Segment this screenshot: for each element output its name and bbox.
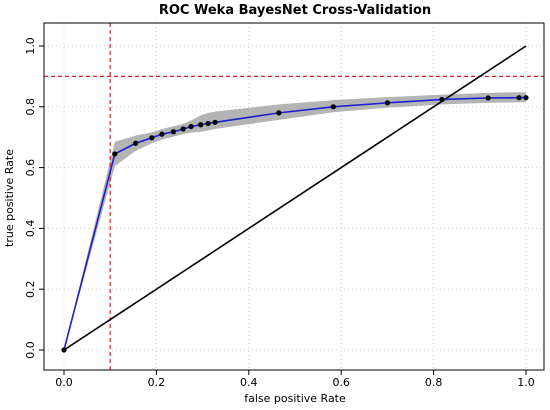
roc-point xyxy=(276,110,282,116)
y-tick-label: 0.4 xyxy=(24,220,37,238)
y-tick-label: 0.8 xyxy=(24,98,37,116)
reference-lines xyxy=(44,23,544,370)
roc-point xyxy=(205,120,211,127)
series-lines xyxy=(63,45,527,351)
roc-point xyxy=(170,129,177,135)
y-tick-label: 0.6 xyxy=(24,159,37,177)
roc-point xyxy=(198,122,204,128)
confidence-band xyxy=(64,92,526,350)
roc-point xyxy=(180,126,186,132)
x-axis-label: false positive Rate xyxy=(244,392,346,405)
x-tick-label: 0.8 xyxy=(425,376,443,389)
roc-point xyxy=(439,96,445,103)
roc-point xyxy=(133,140,139,146)
roc-point xyxy=(523,95,529,101)
roc-point xyxy=(188,123,194,130)
roc-point xyxy=(149,135,155,141)
roc-point xyxy=(112,151,118,157)
roc-point xyxy=(159,131,165,137)
y-tick-label: 0.2 xyxy=(24,280,37,298)
roc-point xyxy=(485,95,491,101)
x-tick-label: 0.6 xyxy=(332,376,350,389)
x-tick-label: 0.2 xyxy=(148,376,166,389)
roc-points xyxy=(61,95,529,353)
y-axis-label: true positive Rate xyxy=(3,149,16,247)
roc-point xyxy=(330,104,336,110)
x-tick-label: 0.0 xyxy=(55,376,73,389)
diagonal-line xyxy=(63,45,527,351)
plot-frame xyxy=(43,22,545,371)
x-tick-label: 0.4 xyxy=(240,376,258,389)
roc-point xyxy=(61,347,67,353)
grid xyxy=(44,23,544,370)
y-tick-label: 1.0 xyxy=(24,37,37,55)
chart-title: ROC Weka BayesNet Cross-Validation xyxy=(159,3,431,18)
roc-point xyxy=(212,119,218,125)
y-tick-label: 0.0 xyxy=(24,341,37,359)
x-tick-label: 1.0 xyxy=(517,376,535,389)
roc-curve-line xyxy=(63,96,526,351)
roc-point xyxy=(516,95,522,101)
roc-point xyxy=(384,100,390,106)
axis-ticks: 0.0 0.2 0.4 0.6 0.8 1.0 0.0 0.2 0.4 0.6 0.8 1.0 xyxy=(24,37,535,389)
confidence-band-layer xyxy=(64,92,526,350)
